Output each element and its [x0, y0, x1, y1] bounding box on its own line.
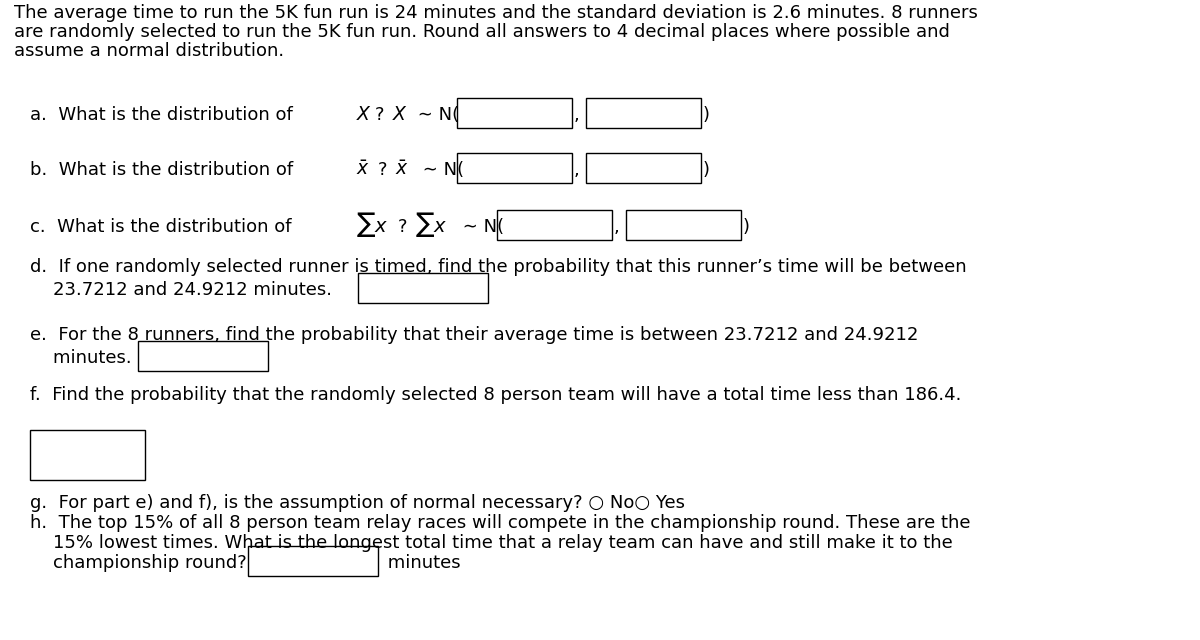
Text: 15% lowest times. What is the longest total time that a relay team can have and : 15% lowest times. What is the longest to… [30, 534, 953, 552]
Bar [457, 98, 572, 128]
Text: ?: ? [378, 161, 394, 179]
Bar [30, 430, 145, 480]
Text: ?: ? [374, 106, 390, 124]
Text: ): ) [743, 218, 750, 236]
Text: $\mathit{X}$: $\mathit{X}$ [392, 105, 408, 124]
Text: are randomly selected to run the 5K fun run. Round all answers to 4 decimal plac: are randomly selected to run the 5K fun … [14, 23, 950, 41]
Text: $\sum x$: $\sum x$ [356, 210, 389, 239]
Bar [626, 210, 742, 240]
Text: $\bar{\mathit{x}}$: $\bar{\mathit{x}}$ [356, 160, 370, 179]
Text: ∼ N(: ∼ N( [412, 106, 460, 124]
Text: $\bar{\mathit{x}}$: $\bar{\mathit{x}}$ [395, 160, 409, 179]
Text: ): ) [703, 106, 710, 124]
Bar [586, 98, 701, 128]
Text: ∼ N(: ∼ N( [457, 218, 504, 236]
Bar [497, 210, 612, 240]
Text: assume a normal distribution.: assume a normal distribution. [14, 42, 284, 60]
Text: b.  What is the distribution of: b. What is the distribution of [30, 161, 299, 179]
Text: ,: , [574, 161, 580, 179]
Text: championship round?: championship round? [30, 554, 247, 572]
Text: minutes: minutes [382, 554, 461, 572]
Bar [138, 341, 268, 371]
Text: a.  What is the distribution of: a. What is the distribution of [30, 106, 299, 124]
Text: c.  What is the distribution of: c. What is the distribution of [30, 218, 298, 236]
Text: ?: ? [398, 218, 413, 236]
Text: g.  For part e) and f), is the assumption of normal necessary? ○ No○ Yes: g. For part e) and f), is the assumption… [30, 494, 685, 512]
Text: $\sum x$: $\sum x$ [415, 210, 448, 239]
Bar [586, 153, 701, 183]
Text: d.  If one randomly selected runner is timed, find the probability that this run: d. If one randomly selected runner is ti… [30, 258, 967, 276]
Text: 23.7212 and 24.9212 minutes.: 23.7212 and 24.9212 minutes. [30, 281, 332, 299]
Text: ∼ N(: ∼ N( [418, 161, 464, 179]
Text: The average time to run the 5K fun run is 24 minutes and the standard deviation : The average time to run the 5K fun run i… [14, 4, 978, 22]
Bar [457, 153, 572, 183]
Text: $\mathit{X}$: $\mathit{X}$ [356, 105, 372, 124]
Text: h.  The top 15% of all 8 person team relay races will compete in the championshi: h. The top 15% of all 8 person team rela… [30, 514, 971, 532]
Text: ): ) [703, 161, 710, 179]
Text: e.  For the 8 runners, find the probability that their average time is between 2: e. For the 8 runners, find the probabili… [30, 326, 918, 344]
Text: ,: , [574, 106, 580, 124]
Text: minutes.: minutes. [30, 349, 132, 367]
Bar [358, 273, 488, 303]
Text: f.  Find the probability that the randomly selected 8 person team will have a to: f. Find the probability that the randoml… [30, 386, 961, 404]
Bar [248, 546, 378, 576]
Text: ,: , [614, 218, 619, 236]
